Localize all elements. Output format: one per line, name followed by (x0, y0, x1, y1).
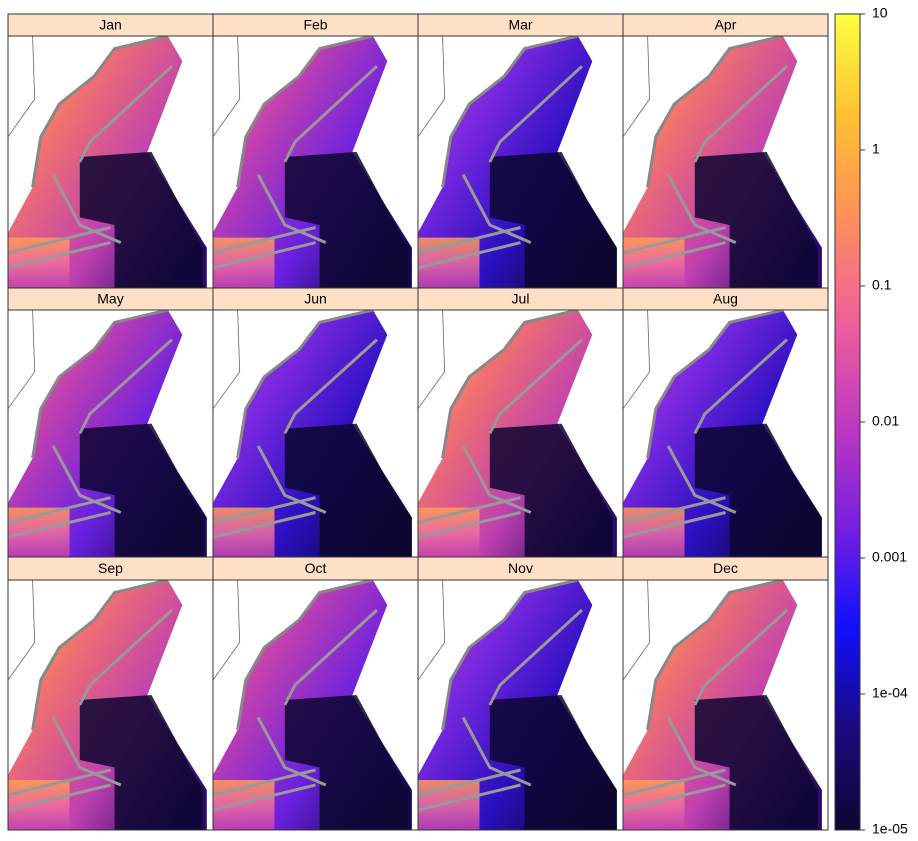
panel-label: Nov (508, 560, 533, 576)
colorbar-tick-label: 1e-05 (872, 821, 908, 836)
panel-label: Mar (508, 17, 532, 33)
colorbar-tick-label: 0.001 (872, 549, 907, 565)
panel-label: Jul (512, 291, 530, 307)
colorbar-tick-label: 0.01 (872, 413, 899, 429)
colorbar-tick-label: 10 (872, 5, 888, 21)
page: Jan Feb Mar Apr May Jun Jul Aug Sep Oct Nov Dec 10 1 0… (0, 0, 918, 841)
panel-label: Dec (713, 560, 738, 576)
panel-label: Aug (713, 291, 738, 307)
panel-label: May (97, 291, 123, 307)
panel-label: Oct (305, 560, 327, 576)
panel-label: Jun (304, 291, 327, 307)
colorbar-tick-label: 0.1 (872, 277, 892, 293)
panel-label: Apr (715, 17, 737, 33)
chart: Jan Feb Mar Apr May Jun Jul Aug Sep Oct Nov Dec 10 1 0… (0, 0, 918, 836)
panel-label: Sep (98, 560, 123, 576)
colorbar (835, 14, 860, 830)
colorbar-tick-label: 1e-04 (872, 685, 908, 701)
panel-label: Feb (303, 17, 327, 33)
colorbar-tick-label: 1 (872, 141, 880, 157)
panel-label: Jan (99, 17, 122, 33)
